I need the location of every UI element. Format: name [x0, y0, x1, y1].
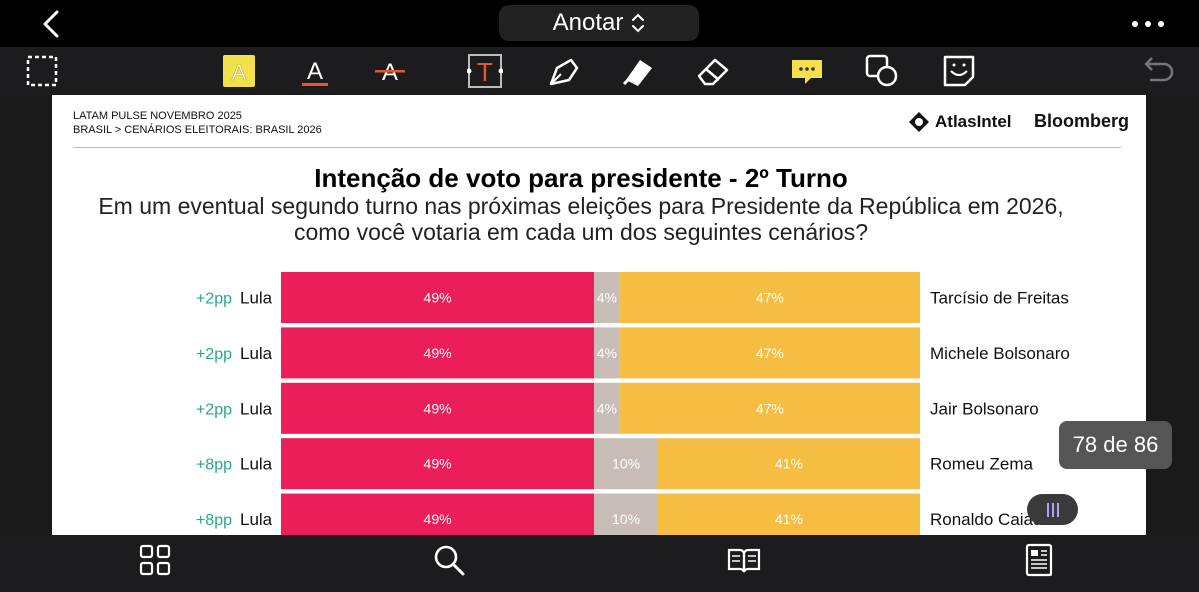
candidate-left-label: Lula — [240, 344, 273, 363]
comment-tool-icon[interactable] — [789, 53, 825, 89]
bottom-nav — [0, 535, 1199, 592]
header-divider — [73, 147, 1121, 148]
reader-book-icon[interactable] — [726, 542, 762, 578]
bar-value-label: 10% — [612, 511, 640, 527]
highlighter-tool-icon[interactable] — [620, 53, 656, 89]
bar-value-label: 4% — [597, 400, 617, 416]
scroll-handle[interactable] — [1027, 494, 1078, 525]
shapes-tool-icon[interactable] — [864, 53, 900, 89]
undecided-share-bar — [594, 382, 620, 434]
text-box-tool-icon[interactable]: T — [467, 53, 503, 89]
mode-selector[interactable]: Anotar — [499, 5, 699, 41]
lula-share-bar — [281, 272, 595, 323]
candidate-right-label: Jair Bolsonaro — [930, 399, 1039, 418]
candidate-left-label: Lula — [240, 289, 273, 308]
bar-value-label: 41% — [775, 511, 803, 527]
undecided-share-bar — [594, 272, 620, 323]
more-options-icon[interactable] — [1128, 14, 1168, 34]
svg-text:T: T — [477, 57, 493, 87]
atlasintel-logo-text: AtlasIntel — [935, 112, 1012, 131]
bar-value-label: 49% — [424, 400, 452, 416]
chart-title: Intenção de voto para presidente - 2º Tu… — [314, 163, 848, 193]
page-indicator: 78 de 86 — [1059, 421, 1172, 469]
lula-share-bar — [281, 382, 595, 434]
bloomberg-logo: Bloomberg — [1034, 111, 1130, 131]
pen-tool-icon[interactable] — [546, 53, 582, 89]
undecided-share-bar — [594, 438, 659, 490]
selection-tool-icon[interactable] — [24, 53, 60, 89]
bar-value-label: 47% — [756, 345, 784, 361]
scroll-grip-icon — [1046, 502, 1059, 517]
document-view-icon[interactable] — [1022, 542, 1058, 578]
undecided-share-bar — [594, 327, 620, 379]
opponent-share-bar — [619, 272, 920, 323]
report-header-title: LATAM PULSE NOVEMBRO 2025 — [73, 110, 242, 122]
bar-value-label: 4% — [597, 290, 617, 306]
candidate-right-label: Ronaldo Caiado — [930, 510, 1052, 529]
document-page[interactable]: LATAM PULSE NOVEMBRO 2025 BRASIL > CENÁR… — [52, 95, 1146, 535]
up-down-chevron-icon — [632, 13, 645, 33]
chart-subtitle: Em um eventual segundo turno nas próxima… — [52, 193, 1110, 245]
change-label: +2pp — [196, 346, 232, 363]
bar-value-label: 49% — [424, 345, 452, 361]
lula-share-bar — [281, 438, 595, 490]
mode-title: Anotar — [552, 9, 624, 36]
sticker-tool-icon[interactable] — [941, 53, 977, 89]
underline-text-tool-icon[interactable]: A — [297, 53, 333, 89]
bar-value-label: 10% — [612, 456, 640, 472]
document-margin-right — [1146, 95, 1199, 535]
atlasintel-logo: AtlasIntel — [908, 111, 1012, 133]
change-label: +2pp — [196, 291, 232, 308]
runoff-bar-chart: 49% 4% 47% +2pp Lula Tarcísio de Freitas 49% 4%… — [196, 272, 1070, 535]
eraser-tool-icon[interactable] — [695, 53, 731, 89]
thumbnails-grid-icon[interactable] — [137, 542, 173, 578]
undecided-share-bar — [594, 493, 659, 535]
svg-text:A: A — [232, 60, 247, 85]
annotation-toolbar: A A A T — [0, 47, 1199, 95]
opponent-share-bar — [658, 438, 920, 490]
change-label: +8pp — [196, 512, 232, 529]
opponent-share-bar — [658, 493, 920, 535]
back-chevron-icon[interactable] — [36, 8, 66, 40]
chart-subtitle-line-2: como você votaria em cada um dos seguint… — [293, 219, 869, 245]
opponent-share-bar — [619, 327, 920, 379]
bar-value-label: 41% — [775, 456, 803, 472]
report-breadcrumb: BRASIL > CENÁRIOS ELEITORAIS: BRASIL 202… — [73, 124, 322, 136]
candidate-left-label: Lula — [240, 399, 273, 418]
candidate-right-label: Michele Bolsonaro — [930, 344, 1070, 363]
search-icon[interactable] — [431, 542, 467, 578]
lula-share-bar — [281, 493, 595, 535]
bar-value-label: 4% — [597, 345, 617, 361]
highlight-text-tool-icon[interactable]: A — [221, 53, 257, 89]
bar-value-label: 49% — [424, 456, 452, 472]
lula-share-bar — [281, 327, 595, 379]
change-label: +2pp — [196, 401, 232, 418]
bar-value-label: 49% — [424, 511, 452, 527]
strikethrough-tool-icon[interactable]: A — [372, 53, 408, 89]
bar-value-label: 49% — [424, 290, 452, 306]
change-label: +8pp — [196, 457, 232, 474]
candidate-right-label: Tarcísio de Freitas — [930, 289, 1069, 308]
chart-subtitle-line-1: Em um eventual segundo turno nas próxima… — [98, 193, 1064, 219]
svg-text:A: A — [307, 58, 323, 85]
candidate-right-label: Romeu Zema — [930, 455, 1034, 474]
document-margin-left — [0, 95, 52, 535]
bar-value-label: 47% — [756, 400, 784, 416]
top-bar: Anotar — [0, 0, 1199, 47]
undo-icon[interactable] — [1139, 53, 1175, 89]
candidate-left-label: Lula — [240, 510, 273, 529]
bar-value-label: 47% — [756, 290, 784, 306]
candidate-left-label: Lula — [240, 455, 273, 474]
opponent-share-bar — [619, 382, 920, 434]
atlasintel-mark-icon — [909, 112, 929, 132]
